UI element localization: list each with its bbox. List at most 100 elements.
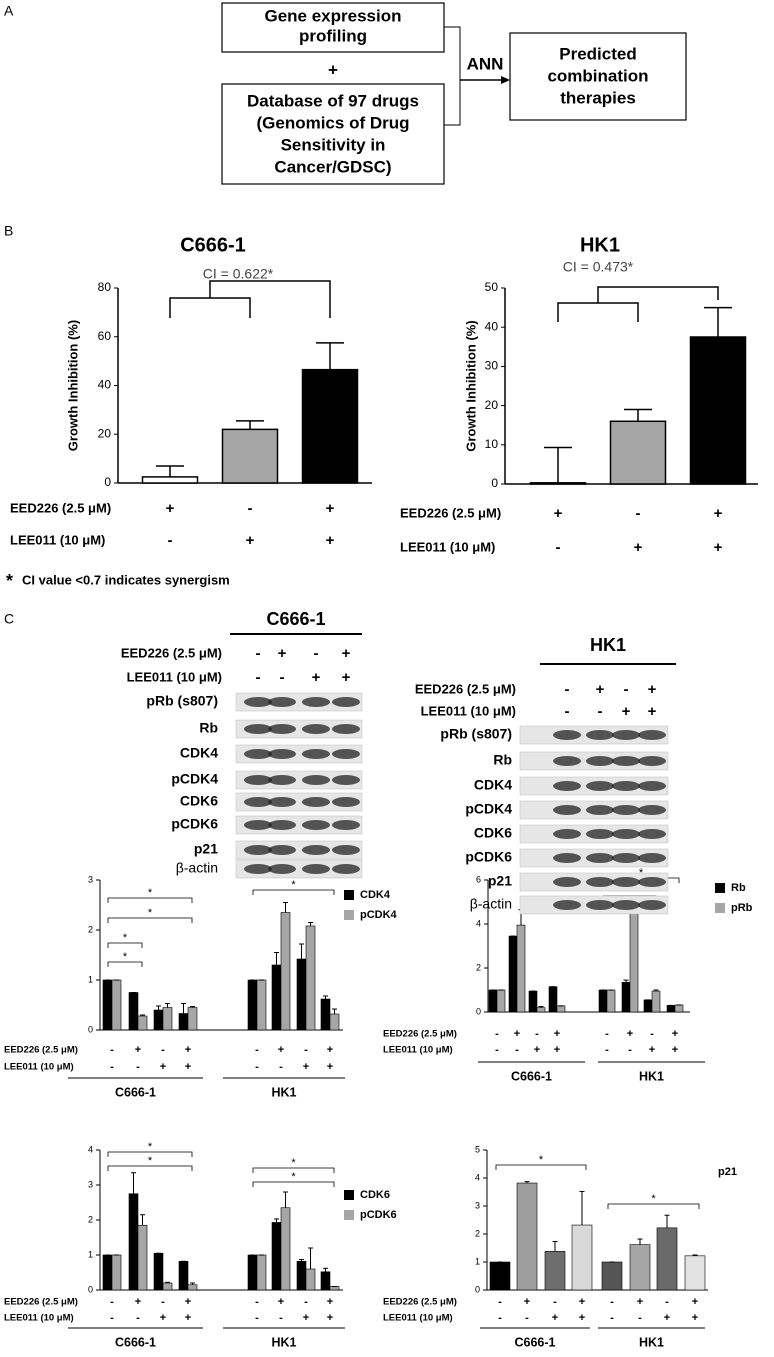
treatment-label: EED226 (2.5 μM) [415, 681, 516, 696]
treatment-sign: + [634, 539, 643, 556]
band-label: p21 [194, 841, 218, 857]
y-tick-label: 1 [88, 974, 93, 984]
bar [271, 964, 282, 1031]
treatment-sign: - [255, 1061, 259, 1073]
bar [305, 1268, 316, 1291]
treatment-sign: + [303, 1061, 309, 1073]
bar [271, 1222, 282, 1291]
blot-band [244, 797, 272, 807]
input-box [221, 2, 445, 53]
band-label: β-actin [176, 860, 218, 876]
treatment-sign: + [554, 505, 563, 522]
blot-band [553, 877, 581, 887]
y-tick-label: 4 [475, 1172, 480, 1182]
bar [162, 1282, 173, 1291]
bar [606, 989, 616, 1013]
band-label: pRb (s807) [440, 726, 512, 742]
treatment-sign: - [256, 669, 261, 686]
method-label: ANN [467, 54, 504, 73]
treatment-label: EED226 (2.5 μM) [121, 645, 222, 660]
treatment-sign: + [648, 681, 657, 698]
blot-band [638, 877, 666, 887]
treatment-sign: - [110, 1312, 114, 1324]
blot-band [586, 853, 614, 863]
blot-band [332, 749, 360, 759]
y-tick-label: 60 [98, 329, 112, 343]
bar [643, 999, 653, 1013]
blot-band [268, 820, 296, 830]
treatment-label: LEE011 (10 μM) [4, 1062, 74, 1073]
bar [137, 1224, 148, 1291]
y-tick-label: 3 [88, 874, 93, 884]
legend-swatch [344, 1210, 354, 1220]
treatment-sign: - [624, 681, 629, 698]
blot-band [302, 864, 330, 874]
group-label: HK1 [639, 1069, 664, 1083]
band-label: Rb [199, 720, 218, 736]
blot-band [586, 730, 614, 740]
significance-bracket [495, 1164, 587, 1170]
significance-mark: * [123, 932, 128, 944]
box-text: profiling [299, 26, 367, 45]
blot-band [332, 724, 360, 734]
treatment-label: EED226 (2.5 μM) [400, 505, 501, 520]
panel-label: B [4, 223, 13, 239]
box-text: Predicted [559, 44, 636, 63]
group-label: C666-1 [115, 1335, 156, 1349]
treatment-sign: + [303, 1312, 309, 1324]
band-label: CDK6 [180, 793, 218, 809]
treatment-label: LEE011 (10 μM) [10, 532, 105, 547]
y-tick-label: 4 [476, 918, 481, 928]
blot-band [553, 730, 581, 740]
box-text: Cancer/GDSC) [274, 157, 391, 176]
bar [221, 428, 279, 484]
treatment-sign: - [515, 1044, 519, 1056]
y-tick-label: 2 [88, 1214, 93, 1224]
box-text: (Genomics of Drug [256, 113, 409, 132]
treatment-sign: + [672, 1044, 678, 1056]
blot-strip [235, 859, 363, 879]
treatment-label: LEE011 (10 μM) [421, 703, 516, 718]
chart-title: HK1 [580, 234, 620, 256]
bar [488, 989, 498, 1013]
chart-title: C666-1 [180, 234, 246, 256]
legend-swatch [344, 910, 354, 920]
y-tick-label: 0 [476, 1006, 481, 1016]
treatment-sign: - [136, 1061, 140, 1073]
bar [571, 1224, 593, 1291]
treatment-sign: + [649, 1044, 655, 1056]
bar [178, 1013, 189, 1031]
blot-band [244, 697, 272, 707]
treatment-sign: + [327, 1296, 333, 1308]
bar [102, 979, 113, 1031]
significance-bracket [107, 1165, 193, 1171]
blot-band [612, 900, 640, 910]
treatment-sign: + [622, 703, 631, 720]
group-label: HK1 [639, 1335, 664, 1349]
legend-swatch [344, 1190, 354, 1200]
y-tick-label: 3 [88, 1179, 93, 1189]
treatment-sign: - [280, 669, 285, 686]
y-tick-label: 40 [98, 378, 112, 392]
significance-bracket [107, 897, 193, 903]
legend-label: pCDK6 [360, 1209, 397, 1221]
bar [508, 935, 518, 1013]
bar [137, 1015, 148, 1031]
bracket [444, 26, 461, 126]
blot-band [302, 724, 330, 734]
y-axis-label: Growth Inhibition (%) [65, 320, 80, 451]
significance-mark: * [539, 1154, 544, 1166]
box-text: Database of 97 drugs [247, 91, 419, 110]
band-label: p21 [488, 873, 512, 889]
bar [153, 1009, 164, 1031]
treatment-sign: + [672, 1028, 678, 1040]
blot-band [638, 829, 666, 839]
treatment-sign: - [495, 1044, 499, 1056]
treatment-sign: + [342, 669, 351, 686]
treatment-sign: + [278, 1296, 284, 1308]
treatment-sign: + [554, 1028, 560, 1040]
treatment-label: EED226 (2.5 μM) [4, 1297, 78, 1308]
treatment-label: LEE011 (10 μM) [383, 1045, 453, 1056]
blot-band [612, 829, 640, 839]
bar [111, 1254, 122, 1291]
